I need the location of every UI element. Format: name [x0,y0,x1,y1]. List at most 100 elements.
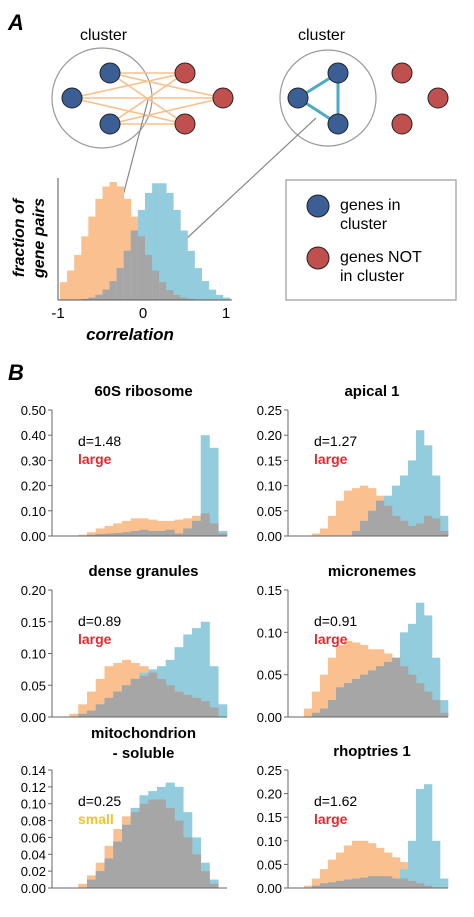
bar-between [328,657,337,717]
bar-overlap [180,297,188,300]
bar-overlap [157,799,167,888]
bar-within [159,183,167,300]
bar-overlap [78,713,88,717]
bar-overlap [174,533,184,536]
bar-overlap [328,882,337,888]
bar-within [392,485,401,536]
bar-overlap [218,533,228,536]
genes-not-in-cluster-left [174,62,234,135]
bar-overlap [376,876,385,888]
bar-overlap [416,683,425,717]
bar-overlap [424,515,433,536]
bar-between [67,270,75,300]
bar-within [432,475,441,536]
bar-overlap [344,879,353,888]
histogram-60S-ribosome: 0.50 0.40 0.30 0.20 0.10 0.00 60S ribosome d=1.… [21,383,228,544]
bar-overlap [183,694,193,717]
bar-between [81,236,89,300]
bar-overlap [152,270,160,300]
bar-within [424,615,433,717]
y-tick-label: 0.10 [257,834,282,849]
bar-overlap [139,529,149,536]
bar-overlap [145,255,153,300]
gene-node [174,113,196,135]
bar-between [328,515,337,536]
gene-node [391,62,413,84]
bar-within [416,430,425,536]
bar-overlap [104,533,114,536]
panel-a-label: A [7,10,24,35]
bar-between [87,532,97,536]
bar-overlap [104,858,114,888]
bar-within [400,475,409,536]
bar-between [336,852,345,888]
chart-title: apical 1 [344,383,399,400]
bar-overlap [123,250,132,300]
bar-between [113,523,123,536]
bar-between [157,520,167,536]
bar-overlap [104,697,114,717]
bar-between [352,488,361,536]
y-tick-label: 0.06 [21,830,46,845]
bar-overlap [113,841,123,888]
bar-within [218,704,228,717]
bar-overlap [116,268,125,300]
effect-size: d=0.89 [78,613,121,629]
bar-between [392,857,401,888]
effect-size-category: large [314,811,348,827]
bar-between [336,645,345,717]
bar-overlap [416,523,425,536]
bar-overlap [165,807,175,888]
effect-size: d=1.62 [314,793,357,809]
bar-overlap [148,530,158,536]
bar-between [95,678,105,717]
bar-between [87,691,97,717]
bar-between [74,255,82,300]
bar-within [201,281,210,300]
effect-size-category: large [78,631,112,647]
bar-within [194,268,202,300]
y-tick-label: 0.00 [257,529,282,544]
bar-within [152,183,160,300]
bar-within [215,294,224,300]
histogram-apical-1: 0.25 0.20 0.15 0.10 0.05 0.00 apical 1 d=1.27 la… [257,383,449,544]
bar-overlap [416,883,425,888]
panel-b-label: B [8,360,24,385]
bar-overlap [113,691,123,717]
bar-between [104,525,114,536]
bar-overlap [392,878,401,888]
bar-overlap [174,820,184,888]
bar-overlap [157,530,167,536]
y-tick-label: 0.20 [257,787,282,802]
bar-overlap [440,530,449,536]
bar-between [78,534,88,536]
bar-within [174,647,184,717]
legend-out-line1: genes NOT [340,249,422,266]
histogram-dense-granules: 0.20 0.15 0.10 0.05 0.00 dense granules d=0.89… [21,563,228,725]
bar-overlap [368,510,377,536]
bar-overlap [392,657,401,717]
bar-overlap [209,707,219,717]
bar-between [95,528,105,536]
y-tick-label: 0.12 [21,780,46,795]
bar-between [60,282,68,300]
bar-overlap [336,687,345,717]
bar-within [440,515,449,536]
bar-between [344,640,353,717]
ylabel-line2: gene pairs [31,198,48,279]
bar-overlap [360,877,369,888]
bar-overlap [183,528,193,536]
bar-overlap [376,666,385,717]
bar-within [408,460,417,536]
bar-between [312,533,321,536]
effect-size: d=0.25 [78,793,121,809]
cluster-label-right: cluster [298,27,346,44]
gene-node [99,62,121,84]
bar-within [187,250,195,300]
bar-overlap [95,704,105,717]
gene-node [174,62,196,84]
bar-between [344,845,353,888]
xtick-1: 1 [222,305,230,322]
bar-overlap [157,678,167,717]
bar-overlap [400,666,409,717]
